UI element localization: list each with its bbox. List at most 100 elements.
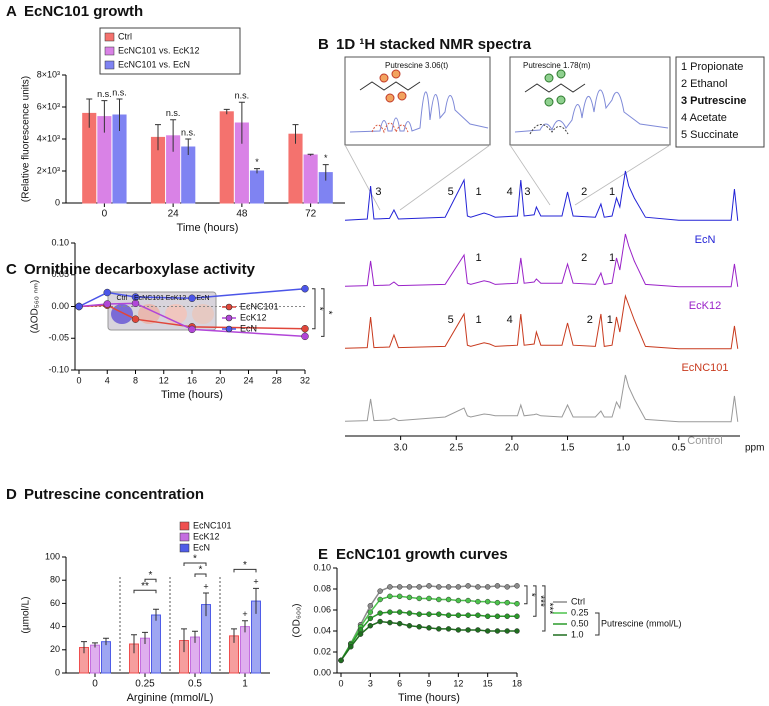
data-point [416,624,422,630]
legend-swatch [104,32,115,42]
data-point [445,612,452,618]
x-tick-label: 72 [305,209,317,220]
inset-label: Ctrl [117,295,128,302]
x-axis-label: Arginine (mmol/L) [127,692,214,704]
data-point [103,288,111,297]
panel-letter: E [318,546,328,563]
data-point [465,597,471,604]
spectrum-label: Control [687,435,722,447]
y-tick-label: 0.04 [313,625,331,635]
data-point [406,623,413,629]
x-tick-label: 2.0 [505,443,519,454]
legend-swatch [225,303,233,311]
error-bar [292,124,299,144]
data-point [426,611,432,617]
data-point [445,596,452,603]
x-tick-label: 12 [453,678,463,688]
data-point [465,627,471,633]
significance-label: * [255,157,259,167]
data-point [301,324,309,333]
data-point [387,584,393,590]
data-point [514,600,520,607]
legend-label: EcNC101 vs. EcN [118,59,190,69]
data-point [484,613,491,620]
legend-brace [595,612,600,636]
panel-title: EcNC101 growth curves [336,546,508,563]
data-point [348,644,354,650]
error-bar [238,101,245,144]
significance-label: * [525,593,536,597]
data-point [475,627,481,633]
data-point [455,597,462,604]
y-tick-label: -0.05 [48,333,69,343]
x-tick-label: 9 [426,678,431,688]
y-tick-label: 0.10 [313,562,331,572]
peak-label: 1 [475,252,481,264]
data-point [387,609,393,615]
data-point [367,603,374,609]
significance-label: * [322,311,333,315]
spectrum [344,170,739,221]
significance-bracket [133,589,157,594]
y-axis-label: (OD₆₀₀) [292,604,303,638]
data-point [436,611,442,617]
inset-spectrum [529,124,569,135]
x-tick-label: 18 [512,678,522,688]
peak-label: 2 [581,186,587,198]
y-tick-label: 6×10³ [37,101,60,111]
significance-label: + [203,581,208,591]
error-bar [86,98,93,128]
y-tick-label: -0.10 [48,364,69,374]
data-point [188,325,196,334]
data-point [494,628,501,634]
inset-label: EcK12 [166,295,187,302]
compound-label: 5 Succinate [681,129,738,141]
data-point [131,315,140,323]
x-tick-label: 15 [483,678,493,688]
x-axis-label: Time (hours) [398,692,460,704]
compound-label: 3 Putrescine [681,95,746,107]
legend-label: EcK12 [240,312,267,322]
significance-bracket [144,578,157,583]
significance-bracket [533,585,537,617]
x-tick-label: 0.25 [135,679,155,690]
y-tick-label: 80 [50,575,60,585]
data-point [514,583,520,589]
x-tick-label: 0.5 [672,443,686,454]
data-point [484,628,491,634]
x-tick-label: 24 [168,209,180,220]
significance-label: + [242,609,247,619]
data-point [367,615,374,622]
data-point [357,631,364,637]
bar [151,614,161,674]
legend-swatch [179,532,190,542]
x-tick-label: 3 [368,678,373,688]
y-tick-label: 8×10³ [37,69,60,79]
error-bar [253,587,259,614]
significance-bracket [194,573,207,577]
x-tick-label: 20 [215,375,225,385]
legend-label: EcK12 [193,531,220,541]
spectrum-label: EcN [695,234,716,246]
spectrum-label: EcK12 [689,300,721,312]
peak-label: 1 [475,314,481,326]
x-tick-label: 1.0 [616,443,630,454]
error-bar [254,168,260,174]
inset-title: Putrescine 3.06(t) [385,61,448,70]
error-bar [170,119,177,152]
significance-label: * [199,565,203,576]
data-point [504,628,510,634]
y-tick-label: 40 [50,621,60,631]
y-tick-label: 0 [55,197,60,207]
peak-label: 2 [587,314,593,326]
data-point [377,588,383,594]
peak-label: 4 [507,186,513,198]
spectrum [344,294,739,350]
data-point [387,619,393,626]
significance-label: *** [543,603,554,615]
error-bar [101,100,108,133]
significance-label: n.s. [112,87,127,97]
data-point [514,613,520,620]
data-point [387,593,393,600]
legend-label: Ctrl [571,596,585,606]
